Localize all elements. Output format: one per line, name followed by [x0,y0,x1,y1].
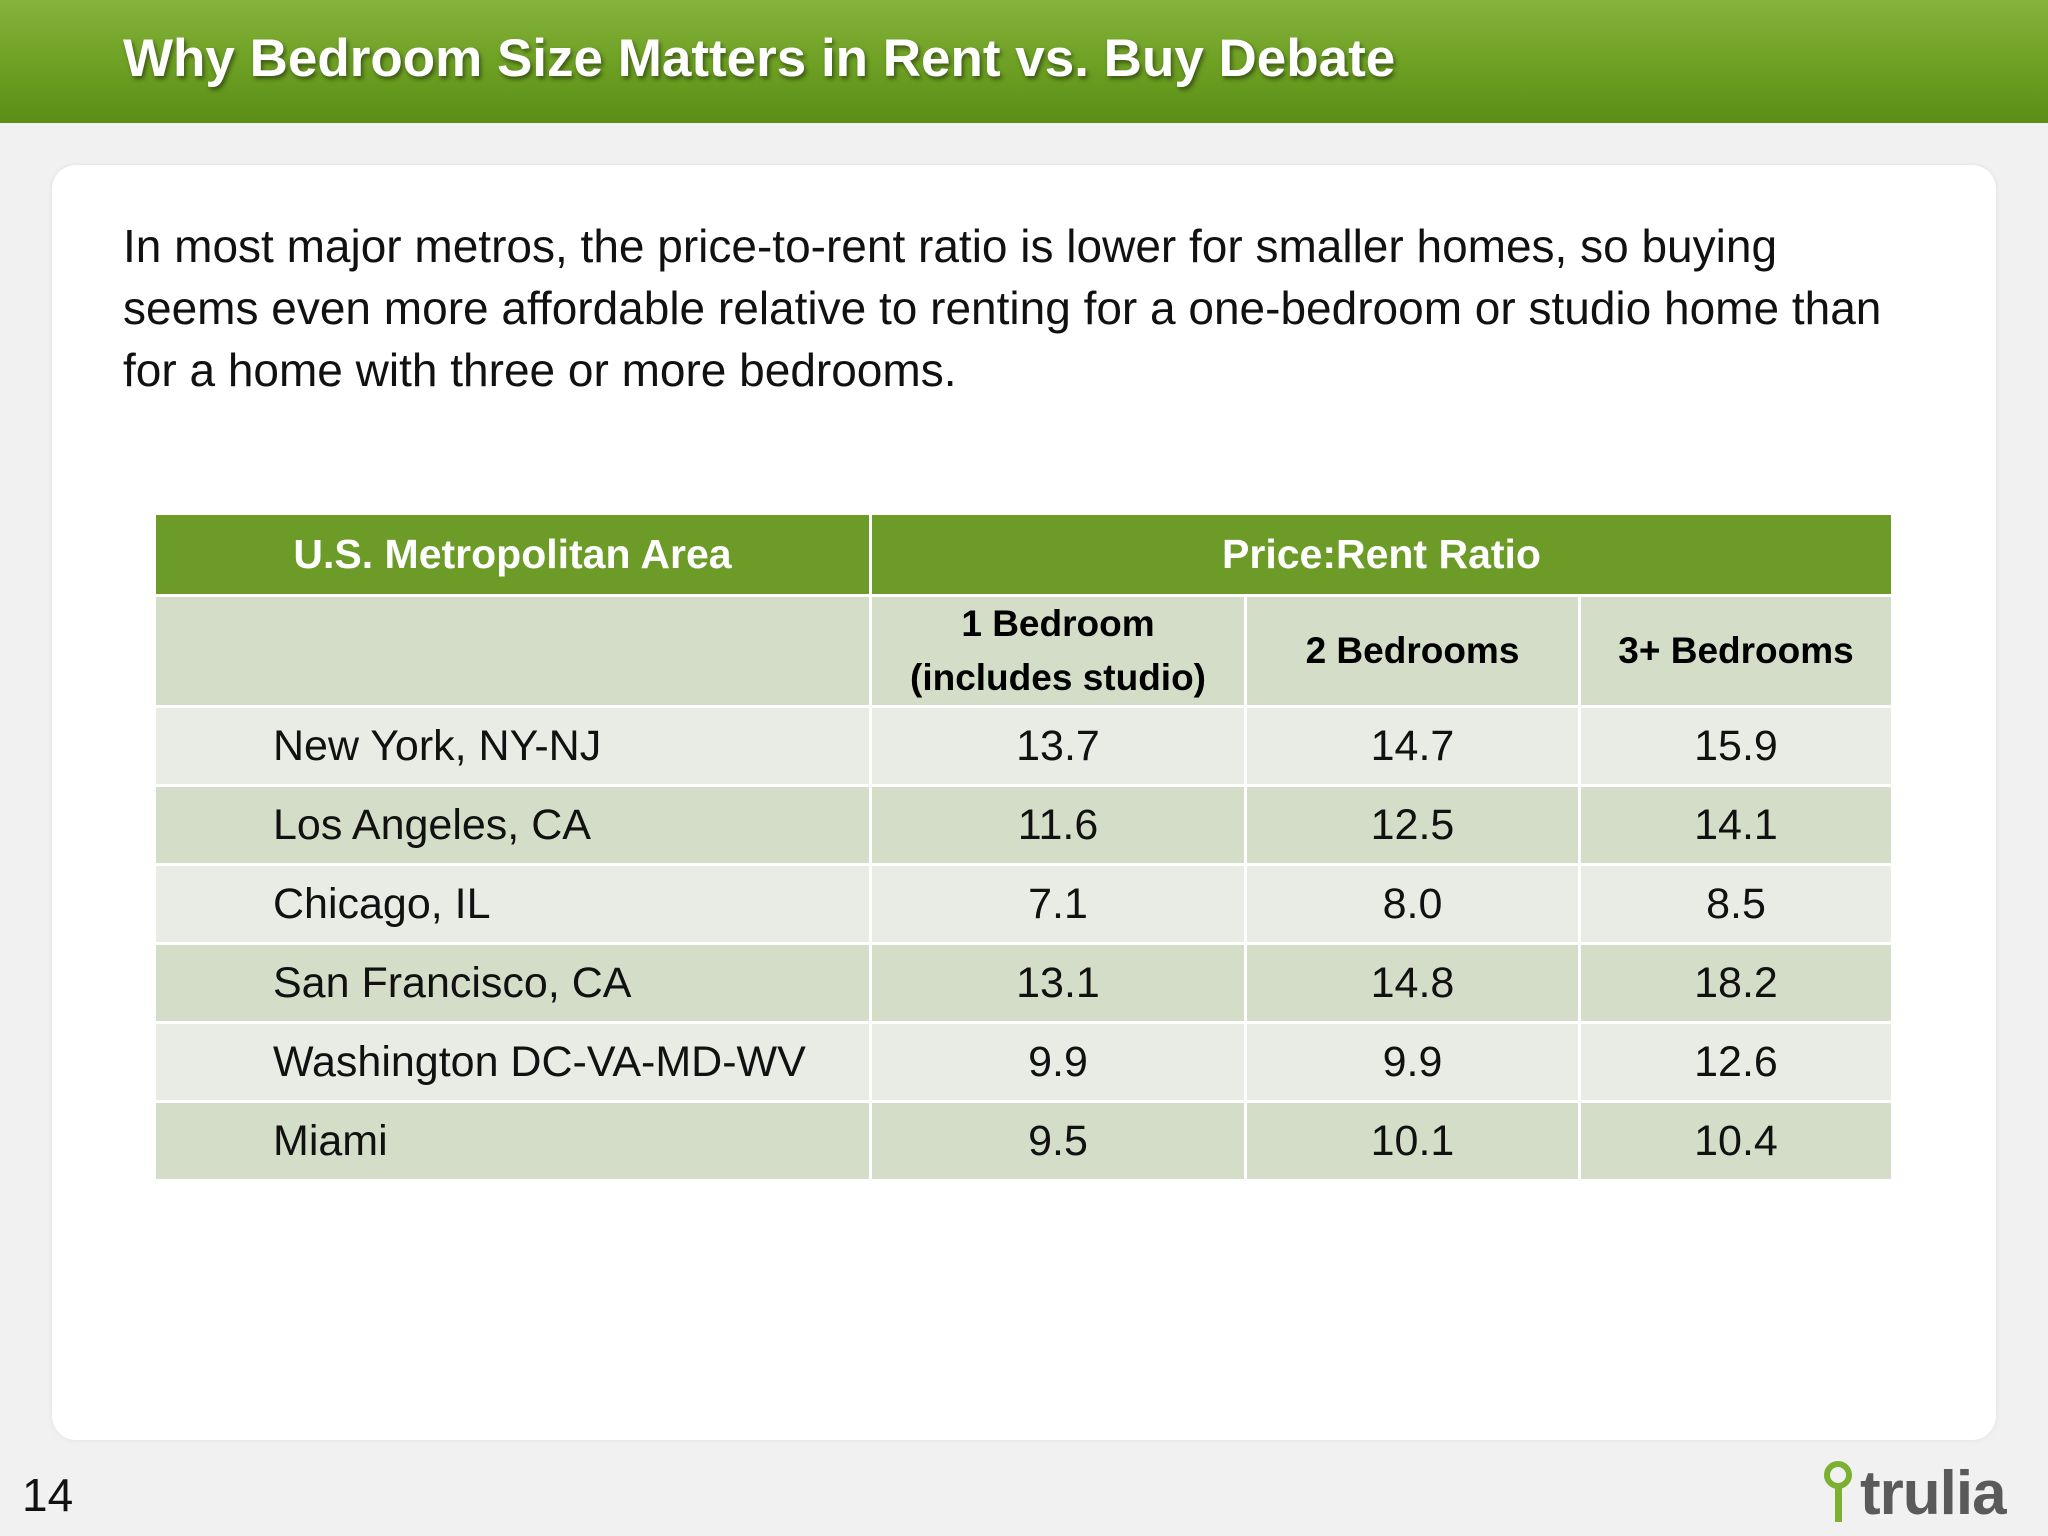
table-header-row: U.S. Metropolitan Area Price:Rent Ratio [153,512,1894,597]
table-row: Washington DC-VA-MD-WV 9.9 9.9 12.6 [153,1021,1894,1103]
location-pin-icon [1824,1461,1852,1522]
table-row: San Francisco, CA 13.1 14.8 18.2 [153,942,1894,1024]
three-bedrooms-cell: 12.6 [1578,1021,1894,1103]
table-row: Los Angeles, CA 11.6 12.5 14.1 [153,784,1894,866]
metro-cell: Chicago, IL [153,863,872,945]
three-bedrooms-cell: 15.9 [1578,705,1894,787]
one-bedroom-cell: 9.5 [869,1100,1247,1182]
three-bedrooms-cell: 14.1 [1578,784,1894,866]
two-bedrooms-cell: 10.1 [1244,1100,1581,1182]
table-subheader-row: 1 Bedroom (includes studio) 2 Bedrooms 3… [153,594,1894,708]
slide-title: Why Bedroom Size Matters in Rent vs. Buy… [123,29,1396,88]
three-bedrooms-cell: 18.2 [1578,942,1894,1024]
one-bedroom-cell: 7.1 [869,863,1247,945]
two-bedrooms-cell: 12.5 [1244,784,1581,866]
price-rent-table: U.S. Metropolitan Area Price:Rent Ratio … [153,512,1894,1182]
header-price-rent-ratio: Price:Rent Ratio [869,512,1894,597]
intro-paragraph: In most major metros, the price-to-rent … [123,220,1882,396]
subheader-one-bedroom-line1: 1 Bedroom [961,603,1155,644]
metro-cell: Los Angeles, CA [153,784,872,866]
table-row: Chicago, IL 7.1 8.0 8.5 [153,863,1894,945]
table-row: Miami 9.5 10.1 10.4 [153,1100,1894,1182]
two-bedrooms-cell: 14.7 [1244,705,1581,787]
three-bedrooms-cell: 8.5 [1578,863,1894,945]
metro-cell: San Francisco, CA [153,942,872,1024]
three-bedrooms-cell: 10.4 [1578,1100,1894,1182]
metro-cell: Washington DC-VA-MD-WV [153,1021,872,1103]
metro-cell: New York, NY-NJ [153,705,872,787]
two-bedrooms-cell: 8.0 [1244,863,1581,945]
table-row: New York, NY-NJ 13.7 14.7 15.9 [153,705,1894,787]
subheader-one-bedroom-line2: (includes studio) [910,657,1206,698]
two-bedrooms-cell: 14.8 [1244,942,1581,1024]
two-bedrooms-cell: 9.9 [1244,1021,1581,1103]
title-bar: Why Bedroom Size Matters in Rent vs. Buy… [0,0,2048,123]
subheader-empty [153,594,872,708]
one-bedroom-cell: 11.6 [869,784,1247,866]
one-bedroom-cell: 9.9 [869,1021,1247,1103]
trulia-logo: trulia [1820,1456,2007,1528]
one-bedroom-cell: 13.1 [869,942,1247,1024]
logo-text: trulia [1860,1459,2007,1528]
header-metro: U.S. Metropolitan Area [153,512,872,597]
subheader-three-bedrooms: 3+ Bedrooms [1578,594,1894,708]
subheader-two-bedrooms: 2 Bedrooms [1244,594,1581,708]
metro-cell: Miami [153,1100,872,1182]
subheader-one-bedroom: 1 Bedroom (includes studio) [869,594,1247,708]
page-number: 14 [22,1469,74,1521]
one-bedroom-cell: 13.7 [869,705,1247,787]
